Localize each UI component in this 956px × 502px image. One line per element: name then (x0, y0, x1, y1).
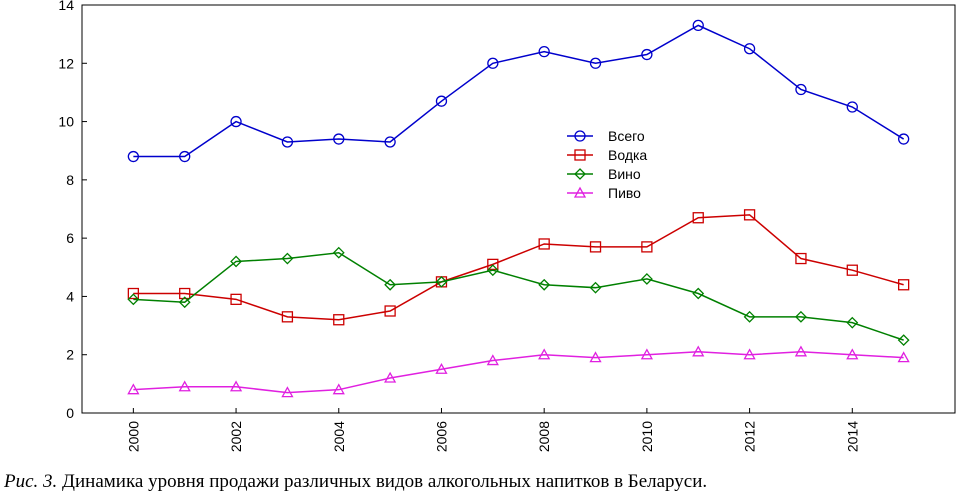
point (692, 19, 704, 32)
point (692, 345, 705, 357)
point (795, 252, 807, 265)
point (332, 246, 345, 259)
point (897, 351, 910, 363)
y-tick-label: 0 (66, 405, 74, 421)
point (384, 136, 396, 148)
series-line (133, 351, 904, 394)
point (538, 278, 551, 291)
point (795, 83, 807, 96)
point (743, 209, 756, 221)
point (846, 316, 859, 329)
point (897, 279, 910, 291)
point (692, 287, 705, 300)
x-tick-label: 2008 (536, 421, 552, 452)
legend-label: Водка (608, 147, 647, 163)
point (640, 348, 653, 360)
point (589, 241, 602, 253)
point (333, 314, 345, 326)
point (743, 348, 756, 360)
point (435, 362, 448, 374)
point (795, 310, 807, 323)
point (486, 264, 499, 277)
point (538, 348, 551, 360)
point (641, 241, 653, 253)
point (743, 310, 756, 323)
point (589, 281, 602, 294)
point (230, 293, 242, 305)
legend-label: Всего (608, 128, 645, 144)
x-tick-label: 2004 (331, 421, 347, 452)
x-tick-label: 2014 (844, 421, 860, 452)
x-tick-label: 2010 (639, 421, 655, 452)
point (435, 275, 448, 288)
point (641, 48, 653, 61)
y-tick-label: 14 (58, 0, 74, 13)
series-line (133, 214, 904, 321)
point (486, 354, 499, 366)
point (384, 278, 397, 291)
point (384, 371, 397, 383)
point (127, 150, 140, 163)
caption-text: Динамика уровня продажи различных видов … (62, 471, 707, 492)
point (846, 101, 858, 113)
legend-marker (573, 186, 587, 198)
point (589, 351, 602, 363)
legend-marker (574, 149, 586, 161)
point (127, 287, 140, 300)
y-tick-label: 12 (58, 55, 74, 71)
point (178, 296, 191, 309)
legend-label: Пиво (608, 185, 641, 201)
x-tick-label: 2012 (742, 421, 758, 452)
point (281, 252, 294, 265)
point (179, 150, 191, 163)
caption-label: Рис. 3. (3, 471, 57, 492)
point (589, 57, 602, 69)
point (281, 386, 294, 398)
point (127, 293, 140, 306)
point (897, 133, 910, 145)
point (487, 258, 499, 271)
y-tick-label: 8 (66, 172, 74, 188)
point (281, 311, 294, 323)
point (538, 45, 550, 58)
legend-marker (574, 130, 586, 142)
point (229, 380, 243, 392)
legend-label: Вино (608, 166, 641, 182)
series-line (133, 24, 905, 158)
point (538, 238, 550, 250)
point (846, 348, 859, 360)
y-tick-label: 4 (66, 288, 74, 304)
point (846, 264, 858, 276)
point (692, 212, 704, 224)
point (178, 380, 191, 392)
y-tick-label: 10 (58, 114, 74, 130)
point (333, 133, 345, 145)
point (127, 383, 140, 395)
point (179, 287, 191, 300)
y-tick-label: 6 (66, 230, 74, 246)
x-tick-label: 2006 (433, 421, 449, 452)
x-tick-label: 2002 (228, 421, 244, 452)
point (230, 115, 242, 128)
plot-frame (81, 4, 956, 414)
series-line (133, 251, 904, 341)
point (384, 305, 396, 317)
point (281, 136, 294, 148)
y-tick-label: 2 (66, 347, 74, 363)
caption: Рис. 3. Динамика уровня продажи различны… (3, 471, 707, 492)
point (487, 57, 499, 69)
point (794, 345, 808, 357)
point (743, 43, 756, 55)
point (435, 95, 448, 107)
point (332, 383, 345, 395)
point (230, 255, 242, 268)
point (897, 334, 910, 347)
legend-marker (574, 168, 586, 180)
point (640, 273, 653, 285)
x-tick-label: 2000 (125, 421, 141, 452)
